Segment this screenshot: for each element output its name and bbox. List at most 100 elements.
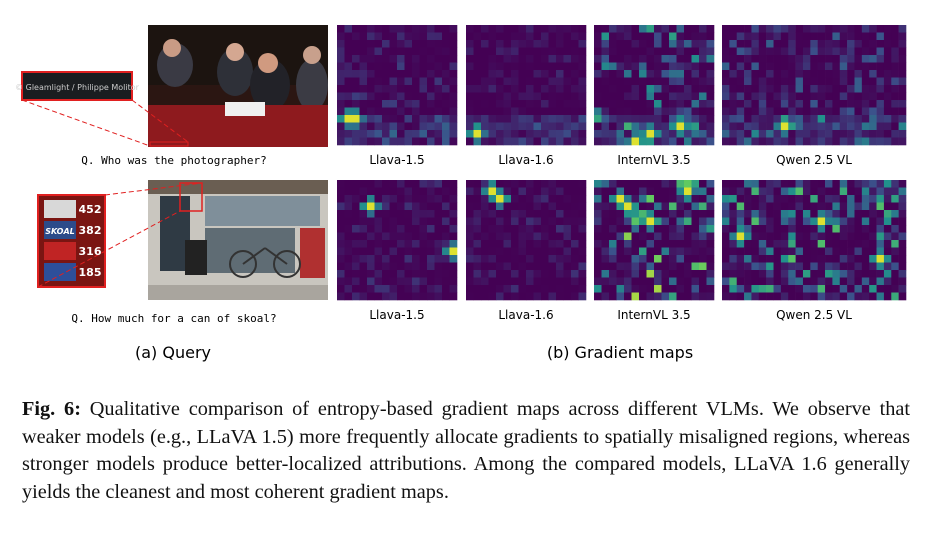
heatmap-cell [661,115,670,123]
heatmap-cell [780,285,789,293]
heatmap-cell [466,85,474,93]
heatmap-cell [518,137,527,146]
heatmap-cell [839,292,848,301]
heatmap-cell [898,92,907,101]
heatmap-cell [780,277,789,286]
heatmap-cell [382,77,390,86]
heatmap-cell [624,225,632,233]
heatmap-cell [533,107,542,116]
heatmap-cell [419,277,428,286]
heatmap-cell [691,225,700,233]
heatmap-cell [359,107,368,116]
heatmap-cell [706,180,715,188]
heatmap-cell [404,247,413,256]
heatmap-cell [788,277,796,286]
heatmap-cell [609,262,617,271]
heatmap-cell [891,32,899,41]
heatmap-cell [526,47,534,56]
heatmap-cell [442,107,450,116]
heatmap-cell [736,180,745,188]
heatmap-cell [661,180,670,188]
heatmap-cell [639,55,647,63]
heatmap-cell [722,100,730,108]
heatmap-cell [397,130,405,138]
heatmap-cell [699,62,707,71]
heatmap-cell [722,217,730,226]
heatmap-cell [359,210,368,218]
heatmap-cell [526,285,534,293]
heatmap-cell [832,277,841,286]
heatmap-cell [374,77,383,86]
heatmap-cell [766,210,774,218]
heatmap-cell [616,195,625,203]
heatmap-cell [412,40,420,48]
heatmap-cell [854,55,863,63]
heatmap-cell [352,225,360,233]
heatmap-cell [654,232,662,241]
heatmap-cell [817,232,826,241]
heatmap-cell [832,270,841,278]
heatmap-cell [839,180,848,188]
heatmap-cell [367,92,375,101]
heatmap-cell [412,55,420,63]
heatmap-cell [389,77,398,86]
heatmap-cell [825,247,833,256]
heatmap-cell [766,55,774,63]
heatmap-cell [594,92,602,101]
heatmap-cell [374,292,383,301]
heatmap-cell [654,47,662,56]
heatmap-cell [518,277,527,286]
heatmap-cell [616,292,625,301]
heatmap-cell [571,62,579,71]
heatmap-cell [766,40,774,48]
heatmap-cell [795,187,804,196]
heatmap-cell [832,285,841,293]
heatmap-cell [419,210,428,218]
heatmap-cell [684,55,692,63]
heatmap-cell [891,292,899,301]
heatmap-cell [661,285,670,293]
heatmap-cell [722,270,730,278]
heatmap-cell [556,277,564,286]
heatmap-cell [810,25,818,33]
heatmap-cell [676,55,685,63]
heatmap-cell [817,92,826,101]
heatmap-cell [488,210,497,218]
heatmap-cell [825,195,833,203]
heatmap-cell [466,240,474,248]
heatmap-cell [661,32,670,41]
heatmap-cell [684,270,692,278]
heatmap-cell [571,47,579,56]
heatmap-cell [646,247,655,256]
heatmap-cell [795,32,804,41]
heatmap-cell [795,255,804,263]
heatmap-cell [898,40,907,48]
heatmap-cell [766,195,774,203]
heatmap-cell [854,137,863,146]
heatmap-cell [729,77,738,86]
heatmap-cell [609,107,617,116]
heatmap-cell [563,47,572,56]
heatmap-cell [616,202,625,211]
heatmap-cell [389,270,398,278]
heatmap-cell [541,210,549,218]
heatmap-cell [802,55,811,63]
heatmap-cell [758,255,767,263]
heatmap-cell [578,247,587,256]
heatmap-cell [412,70,420,78]
heatmap-cell [526,232,534,241]
heatmap-cell [661,270,670,278]
heatmap-cell [646,62,655,71]
heatmap-cell [684,107,692,116]
heatmap-cell [661,202,670,211]
heatmap-cell [639,40,647,48]
heatmap-cell [810,225,818,233]
heatmap-cell [337,115,345,123]
heatmap-cell [646,55,655,63]
heatmap-cell [367,100,375,108]
heatmap-cell [898,115,907,123]
heatmap-cell [548,47,557,56]
heatmap-cell [661,25,670,33]
heatmap-cell [578,47,587,56]
heatmap-cell [691,232,700,241]
